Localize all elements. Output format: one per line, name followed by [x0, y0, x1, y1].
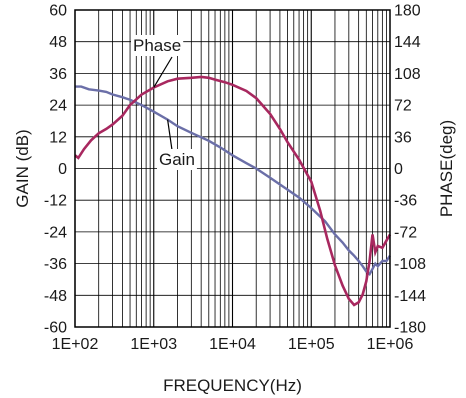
y-left-tick-label: -48 [44, 288, 67, 305]
gain-annotation: Gain [159, 150, 195, 169]
y-left-tick-labels: 60 48 36 24 12 0 -12 -24 -36 -48 -60 [44, 3, 67, 337]
y-left-tick-label: 24 [49, 98, 67, 115]
y-left-tick-label: 60 [49, 3, 67, 20]
phase-annotation-leader [153, 56, 173, 88]
y-right-tick-label: 36 [394, 129, 412, 146]
y-left-tick-label: 12 [49, 129, 67, 146]
y-left-axis-title: GAIN (dB) [13, 129, 32, 207]
x-tick-label: 1E+03 [130, 336, 177, 353]
x-tick-label: 1E+06 [367, 336, 414, 353]
x-tick-label: 1E+02 [52, 336, 99, 353]
y-right-tick-labels: 180 144 108 72 36 0 -36 -72 -108 -144 -180 [394, 3, 426, 337]
y-right-tick-label: 144 [394, 34, 421, 51]
phase-annotation: Phase [133, 36, 181, 55]
y-left-tick-label: -24 [44, 224, 67, 241]
y-right-tick-label: 0 [394, 161, 403, 178]
y-right-tick-label: -36 [394, 193, 417, 210]
grid [74, 10, 390, 327]
y-right-tick-label: 180 [394, 3, 421, 20]
y-right-tick-label: 108 [394, 66, 421, 83]
y-left-tick-label: -36 [44, 256, 67, 273]
series-layer [74, 75, 392, 307]
x-tick-label: 1E+05 [288, 336, 335, 353]
y-left-tick-label: -12 [44, 193, 67, 210]
gain-series-line [75, 85, 391, 277]
gain-annotation-background [157, 149, 197, 170]
plot-frame [74, 9, 391, 328]
y-right-tick-label: -144 [394, 288, 426, 305]
y-right-axis-title: PHASE(deg) [437, 120, 456, 217]
x-tick-label: 1E+04 [209, 336, 256, 353]
phase-annotation-background [131, 35, 184, 56]
y-left-tick-label: 36 [49, 66, 67, 83]
gain-annotation-leader [167, 119, 173, 151]
y-left-tick-label: 0 [58, 161, 67, 178]
y-right-tick-label: 72 [394, 98, 412, 115]
y-right-tick-label: -180 [394, 320, 426, 337]
y-left-tick-label: -60 [44, 320, 67, 337]
phase-series-line [74, 75, 392, 307]
x-tick-labels: 1E+02 1E+03 1E+04 1E+05 1E+06 [52, 336, 414, 353]
x-axis-title: FREQUENCY(Hz) [163, 376, 302, 395]
y-right-tick-label: -108 [394, 256, 426, 273]
y-right-tick-label: -72 [394, 224, 417, 241]
y-left-tick-label: 48 [49, 34, 67, 51]
